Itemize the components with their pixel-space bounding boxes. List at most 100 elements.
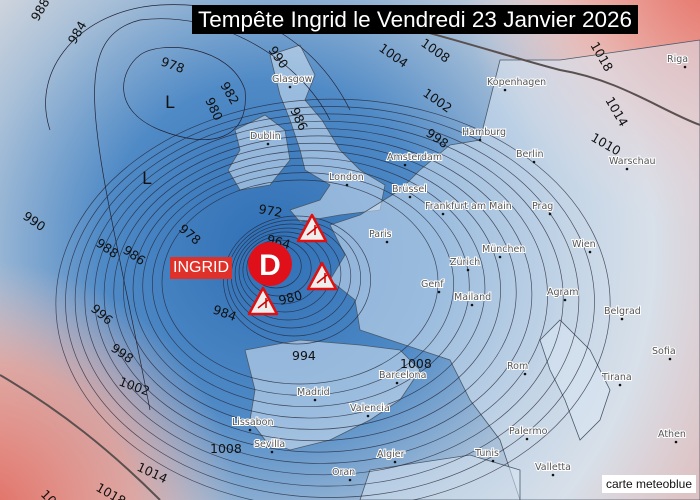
city-dot (563, 298, 567, 302)
svg-text:D: D (259, 249, 281, 282)
city-name: Glasgow (272, 74, 313, 85)
city-dot (266, 142, 270, 146)
city-name: Agram (547, 287, 579, 298)
city-label: Mailand (453, 291, 492, 307)
city-label: Riga (666, 53, 689, 69)
city-dot (395, 381, 399, 385)
city-name: Riga (667, 54, 688, 65)
city-label: Belgrad (603, 305, 642, 321)
city-name: Athen (658, 429, 686, 440)
city-dot (366, 414, 370, 418)
storm-name-label: INGRID (170, 257, 232, 279)
city-dot (525, 437, 529, 441)
city-label: Madrid (296, 386, 331, 402)
isobar (238, 231, 332, 313)
low-marker: L (142, 169, 152, 189)
isobar (84, 120, 564, 476)
wind-warning-icon[interactable] (247, 286, 279, 316)
city-name: Palermo (509, 426, 548, 437)
city-label: Valencia (349, 402, 391, 418)
city-label: München (481, 243, 526, 259)
city-dot (683, 65, 687, 69)
city-dot (385, 240, 389, 244)
isobar-label: 1008 (210, 441, 242, 456)
city-name: Kopenhagen (487, 77, 546, 88)
city-name: Oran (332, 467, 355, 478)
city-label: Barcelona (378, 369, 427, 385)
city-name: Paris (369, 229, 392, 240)
city-label: Sevilla (253, 438, 286, 454)
city-name: Berlin (516, 149, 544, 160)
isobar (55, 98, 611, 500)
city-label: Sofia (651, 345, 677, 361)
city-name: Amsterdam (387, 152, 442, 163)
isobar (142, 164, 470, 408)
city-label: Genf (420, 278, 445, 294)
wind-warning-icon[interactable] (306, 261, 338, 291)
city-label: Glasgow (271, 73, 314, 89)
front-line (0, 374, 161, 500)
low-marker: L (165, 93, 175, 113)
city-dot (403, 163, 407, 167)
wind-warning-icon[interactable] (296, 213, 328, 243)
city-dot (674, 440, 678, 444)
isobar-label: 980 (277, 287, 304, 308)
city-label: Brüssel (391, 183, 428, 199)
isobar (152, 172, 454, 396)
city-label: Palermo (508, 425, 549, 441)
city-name: Dublin (250, 131, 281, 142)
city-label: Oran (331, 466, 356, 482)
city-label: Warschau (608, 155, 657, 171)
city-name: Genf (421, 279, 444, 290)
city-name: Barcelona (379, 370, 426, 381)
city-dot (408, 195, 412, 199)
isobar (45, 4, 351, 131)
city-dot (618, 383, 622, 387)
city-dot (441, 212, 445, 216)
city-name: Valencia (350, 403, 390, 414)
city-label: Frankfurt am Main (424, 200, 513, 216)
city-name: Frankfurt am Main (425, 201, 512, 212)
city-dot (478, 138, 482, 142)
city-name: Brüssel (392, 184, 427, 195)
city-name: Wien (572, 239, 596, 250)
city-name: Madrid (297, 387, 330, 398)
city-name: Mailand (454, 292, 491, 303)
city-dot (548, 212, 552, 216)
isobar-label: 1008 (400, 356, 432, 371)
city-label: London (328, 171, 365, 187)
city-name: Sofia (652, 346, 676, 357)
isobar (123, 150, 501, 430)
land (227, 39, 700, 500)
city-name: Belgrad (604, 306, 641, 317)
city-name: London (329, 172, 364, 183)
isobar-label: 972 (257, 201, 283, 220)
isobar (113, 142, 517, 442)
isobar (223, 215, 371, 345)
city-dot (625, 167, 629, 171)
isobar (65, 106, 595, 498)
city-label: Paris (368, 228, 393, 244)
city-label: Lissabon (231, 416, 275, 432)
isobar (161, 179, 439, 385)
city-dot (470, 303, 474, 307)
city-name: Zürich (450, 257, 480, 268)
city-name: Rom (507, 361, 528, 372)
city-name: Tunis (474, 448, 499, 459)
city-name: Tirana (601, 372, 632, 383)
isobar (94, 18, 331, 411)
city-label: Rom (506, 360, 529, 376)
city-dot (532, 160, 536, 164)
city-label: Prag (531, 200, 554, 216)
city-label: Algier (376, 448, 406, 464)
city-name: Warschau (609, 156, 656, 167)
city-label: Amsterdam (386, 151, 443, 167)
isobar (234, 227, 342, 321)
storm-center-marker[interactable]: D (248, 242, 292, 286)
isobar (246, 239, 312, 297)
city-label: Hamburg (461, 126, 507, 142)
city-label: Kopenhagen (486, 76, 547, 92)
city-dot (270, 450, 274, 454)
city-dot (503, 88, 507, 92)
